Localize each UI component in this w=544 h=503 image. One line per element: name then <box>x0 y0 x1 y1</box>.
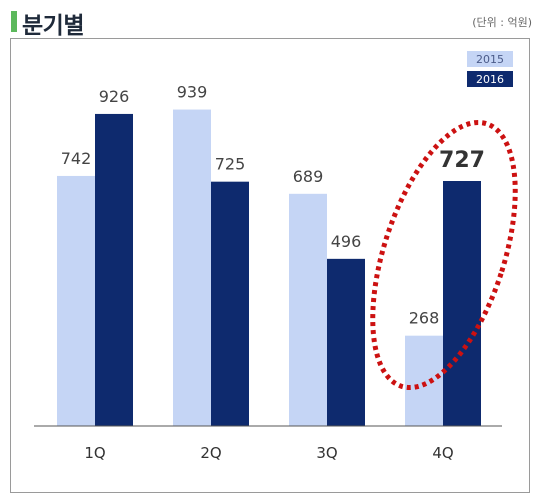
bar-2015-4Q <box>405 335 443 426</box>
unit-note: (단위 : 억원) <box>472 16 532 29</box>
title-accent-bar <box>11 11 17 32</box>
bar-2016-1Q <box>95 113 133 427</box>
legend-swatch-2015 <box>467 51 513 67</box>
category-label-4Q: 4Q <box>432 444 453 462</box>
value-label-2016-1Q: 926 <box>99 87 130 106</box>
legend-swatch-2016 <box>467 71 513 87</box>
chart-frame: 2015 2016 742 926 1Q 939 725 2Q 689 496 3Q 268 727 4Q <box>10 38 530 493</box>
value-label-2015-2Q: 939 <box>177 83 208 102</box>
value-label-2015-1Q: 742 <box>61 149 92 168</box>
category-label-1Q: 1Q <box>84 444 105 462</box>
category-label-2Q: 2Q <box>200 444 221 462</box>
bar-2015-1Q <box>57 175 95 426</box>
legend-label-2015: 2015 <box>476 53 504 66</box>
value-label-2016-3Q: 496 <box>331 232 362 251</box>
bar-2016-2Q <box>211 181 249 426</box>
value-label-2016-4Q: 727 <box>439 148 485 173</box>
value-label-2015-3Q: 689 <box>293 167 324 186</box>
bar-2016-3Q <box>327 258 365 426</box>
bar-2015-2Q <box>173 109 211 426</box>
page-title: 분기별 <box>22 13 84 39</box>
highlight-ellipse-4q <box>370 119 518 391</box>
bar-2015-3Q <box>289 193 327 426</box>
value-label-2016-2Q: 725 <box>215 155 246 174</box>
legend-label-2016: 2016 <box>476 73 504 86</box>
bar-chart: 2015 2016 742 926 1Q 939 725 2Q 689 496 3Q 268 727 4Q <box>34 51 518 462</box>
value-label-2015-4Q: 268 <box>409 309 440 328</box>
bar-2016-4Q <box>443 181 481 426</box>
category-label-3Q: 3Q <box>316 444 337 462</box>
